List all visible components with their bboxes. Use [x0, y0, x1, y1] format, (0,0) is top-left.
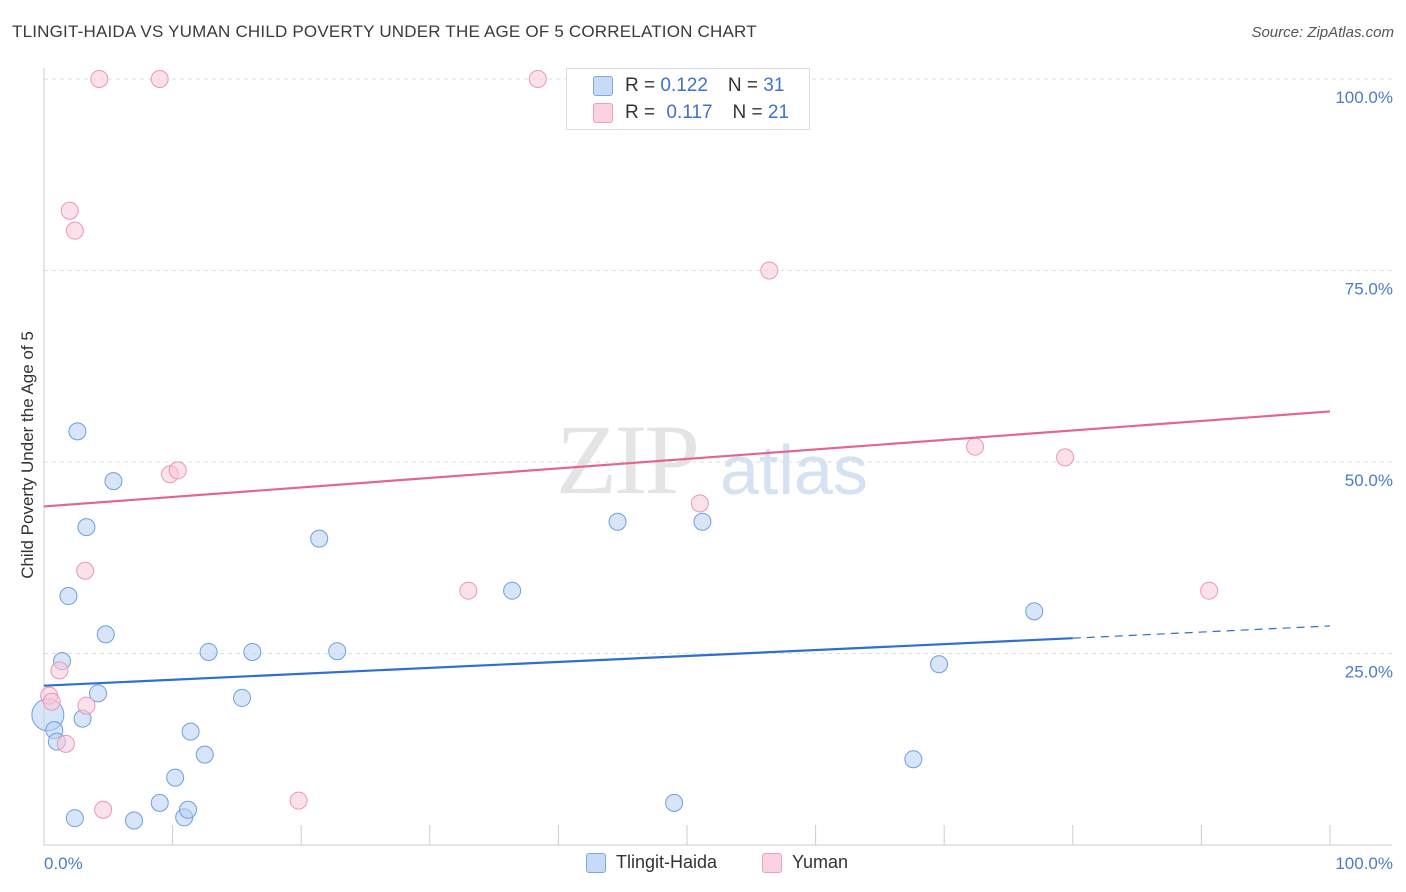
legend-swatch-tlingit-haida [593, 76, 613, 96]
point-tlingit-haida [693, 512, 712, 531]
series-swatch-yuman [762, 852, 782, 873]
point-yuman [1056, 448, 1075, 467]
point-yuman [459, 581, 478, 600]
point-tlingit-haida [96, 625, 115, 644]
point-yuman [77, 696, 96, 715]
chart-title: TLINGIT-HAIDA VS YUMAN CHILD POVERTY UND… [12, 22, 757, 41]
point-tlingit-haida [166, 768, 185, 787]
point-yuman [168, 461, 187, 480]
watermark-atlas: atlas [720, 431, 868, 509]
point-tlingit-haida [179, 800, 198, 819]
point-tlingit-haida [503, 581, 522, 600]
series-swatch-tlingit-haida [586, 852, 606, 873]
point-tlingit-haida [233, 688, 252, 707]
y-tick-label: 75.0% [1345, 280, 1393, 299]
point-yuman [760, 261, 779, 280]
point-yuman [94, 800, 113, 819]
point-tlingit-haida [65, 809, 84, 828]
point-yuman [50, 661, 69, 680]
point-yuman [90, 70, 109, 88]
y-tick-label: 25.0% [1345, 663, 1393, 682]
point-tlingit-haida [59, 587, 78, 606]
point-yuman [528, 70, 547, 88]
legend-row-tlingit-haida: R = 0.122 N = 31 [593, 73, 784, 99]
legend-r-value: 0.117 [666, 102, 713, 123]
point-tlingit-haida [77, 518, 96, 537]
point-yuman [690, 494, 709, 513]
correlation-legend: R = 0.122 N = 31 R = 0.117 N = 21 [566, 68, 810, 130]
legend-row-yuman: R = 0.117 N = 21 [593, 100, 789, 126]
legend-swatch-yuman [593, 103, 613, 123]
point-tlingit-haida [104, 472, 123, 491]
point-tlingit-haida [125, 811, 144, 830]
trend-extension-tlingit-haida [1072, 625, 1331, 639]
legend-r-label: R = [625, 102, 661, 123]
legend-n-label: N = [727, 75, 764, 96]
point-tlingit-haida [195, 745, 214, 764]
point-yuman [60, 201, 79, 220]
point-yuman [42, 692, 61, 711]
legend-r-label: R = [625, 75, 661, 96]
point-tlingit-haida [243, 642, 262, 661]
x-tick-label-start: 0.0% [44, 854, 83, 873]
point-yuman [150, 70, 169, 88]
point-tlingit-haida [89, 684, 108, 703]
x-tick-label-end: 100.0% [1335, 854, 1393, 873]
trend-line-tlingit-haida [43, 637, 1073, 687]
series-legend-yuman: Yuman [762, 852, 848, 873]
point-tlingit-haida [665, 793, 684, 812]
point-yuman [289, 791, 308, 810]
series-name-tlingit-haida: Tlingit-Haida [616, 852, 718, 872]
point-yuman [56, 734, 75, 753]
legend-n-value: 31 [763, 75, 785, 96]
point-tlingit-haida [150, 793, 169, 812]
point-tlingit-haida [1025, 602, 1044, 621]
point-yuman [1200, 581, 1219, 600]
point-tlingit-haida [68, 422, 87, 441]
point-yuman [76, 561, 95, 580]
point-tlingit-haida [181, 722, 200, 741]
point-tlingit-haida [930, 655, 949, 674]
point-yuman [966, 437, 985, 456]
point-tlingit-haida [904, 750, 923, 769]
point-tlingit-haida [310, 529, 329, 548]
source-credit: Source: ZipAtlas.com [1251, 24, 1394, 41]
series-name-yuman: Yuman [792, 852, 849, 872]
y-tick-label: 100.0% [1335, 88, 1393, 107]
y-tick-label: 50.0% [1345, 471, 1393, 490]
series-legend: Tlingit-Haida Yuman [0, 852, 1406, 878]
legend-n-label: N = [732, 102, 768, 123]
point-yuman [65, 221, 84, 240]
series-legend-tlingit-haida: Tlingit-Haida [586, 852, 717, 873]
trend-line-yuman [43, 410, 1331, 508]
point-tlingit-haida [328, 642, 347, 661]
legend-n-value: 21 [767, 102, 790, 123]
point-tlingit-haida [608, 512, 627, 531]
point-tlingit-haida [199, 642, 218, 661]
legend-r-value: 0.122 [660, 75, 708, 96]
